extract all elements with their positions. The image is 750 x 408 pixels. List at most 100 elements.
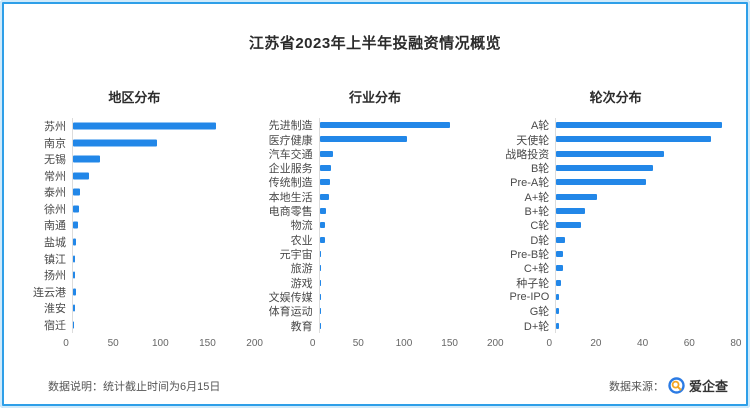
bar-row: D+轮: [495, 318, 736, 333]
bar-track: [555, 232, 736, 247]
bar-row: 本地生活: [255, 189, 496, 204]
category-label: 常州: [44, 170, 66, 183]
bar-row: Pre-B轮: [495, 246, 736, 262]
bar-row: 无锡: [14, 151, 255, 168]
category-label: 医疗健康: [268, 134, 313, 147]
category-label: 元宇宙: [279, 249, 313, 262]
category-label: 物流: [290, 220, 313, 233]
bar-track: [72, 299, 255, 317]
category-label: Pre-B轮: [510, 249, 550, 262]
bar-track: [555, 118, 736, 133]
bar: [319, 251, 322, 258]
x-tick-label: 0: [63, 338, 69, 349]
bar-track: [555, 175, 736, 190]
bar-row: 南京: [14, 134, 255, 152]
bar-track: [72, 316, 255, 333]
bar-track: [72, 266, 255, 284]
bar: [319, 165, 332, 172]
bar-row: 徐州: [14, 200, 255, 218]
category-label: 种子轮: [516, 277, 550, 290]
bar: [319, 265, 322, 272]
bar-track: [318, 318, 496, 333]
category-label: 盐城: [44, 236, 66, 249]
bar-row: 淮安: [14, 299, 255, 317]
category-label: G轮: [529, 306, 550, 319]
bar-track: [72, 134, 255, 152]
category-label: 先进制造: [268, 120, 313, 133]
category-label: 徐州: [44, 203, 66, 216]
bar: [73, 172, 90, 180]
bar: [556, 222, 581, 229]
bar-row: A轮: [495, 118, 736, 133]
chart-plot: A轮 天使轮 战略投资 B轮 Pre-A轮 A+轮 B+轮 C轮 D轮 Pre-B轮 C+轮 种子轮 P…: [495, 118, 736, 333]
bar-track: [318, 118, 496, 133]
bar-row: A+轮: [495, 189, 736, 204]
category-label: Pre-A轮: [510, 177, 550, 190]
category-label: A+轮: [524, 191, 550, 204]
bar: [73, 205, 80, 213]
bar: [556, 179, 647, 186]
bar: [73, 122, 217, 130]
category-label: C+轮: [523, 263, 550, 276]
chart-x-axis: 0 20 40 60 80: [547, 338, 742, 352]
category-label: 本地生活: [268, 191, 313, 204]
bar-row: B+轮: [495, 203, 736, 219]
bar-row: 盐城: [14, 233, 255, 251]
bar-row: 汽车交通: [255, 146, 496, 161]
bar: [556, 122, 723, 129]
chart-x-axis: 0 50 100 150 200: [63, 338, 263, 352]
bar-track: [318, 275, 496, 290]
category-label: 旅游: [290, 263, 313, 276]
bar-track: [72, 250, 255, 267]
category-label: 电商零售: [268, 206, 313, 219]
bar: [319, 222, 325, 229]
bar: [556, 251, 564, 258]
category-label: 镇江: [44, 253, 66, 266]
bar-row: 农业: [255, 232, 496, 247]
bar: [73, 238, 76, 246]
bar-track: [555, 160, 736, 176]
x-tick-label: 200: [246, 338, 263, 349]
bar-row: 教育: [255, 318, 496, 333]
chart-plot: 先进制造 医疗健康 汽车交通企业服务 传统制造 本地生活电商零售 物流 农业元宇宙 旅游 游戏文…: [255, 118, 496, 333]
bar-row: 天使轮: [495, 132, 736, 147]
bar: [319, 322, 321, 329]
bar: [73, 139, 158, 147]
x-tick-label: 40: [637, 338, 649, 349]
bar-track: [72, 283, 255, 300]
category-label: 战略投资: [505, 148, 550, 161]
bar-row: 泰州: [14, 184, 255, 201]
category-label: 农业: [290, 234, 313, 247]
category-label: 体育运动: [268, 306, 313, 319]
x-tick-label: 60: [683, 338, 695, 349]
bar: [319, 150, 333, 157]
bar: [556, 265, 564, 272]
bar: [556, 193, 597, 200]
chart-title: 行业分布: [348, 90, 401, 105]
bar-track: [318, 289, 496, 305]
category-label: 宿迁: [44, 319, 66, 332]
category-label: 淮安: [44, 303, 66, 316]
category-label: 传统制造: [268, 177, 313, 190]
category-label: 苏州: [44, 121, 66, 134]
bar: [556, 279, 561, 286]
bar-row: 元宇宙: [255, 246, 496, 262]
footer: 数据说明：统计截止时间为6月15日 数据来源： 爱企查: [0, 376, 750, 395]
category-label: A轮: [530, 120, 550, 133]
bar: [319, 122, 451, 129]
x-tick-label: 0: [309, 338, 316, 349]
bar: [73, 321, 74, 329]
category-label: 游戏: [290, 277, 313, 290]
bar-track: [318, 160, 496, 176]
bar-track: [318, 304, 496, 319]
x-tick-label: 80: [730, 338, 742, 349]
chart-title: 地区分布: [108, 90, 161, 105]
bar-row: 种子轮: [495, 275, 736, 290]
bar-track: [72, 151, 255, 168]
category-label: 企业服务: [268, 163, 313, 176]
bar-track: [555, 261, 736, 276]
category-label: 文娱传媒: [268, 292, 313, 305]
bar: [73, 304, 75, 312]
bar-track: [318, 232, 496, 247]
category-label: 无锡: [44, 154, 66, 167]
